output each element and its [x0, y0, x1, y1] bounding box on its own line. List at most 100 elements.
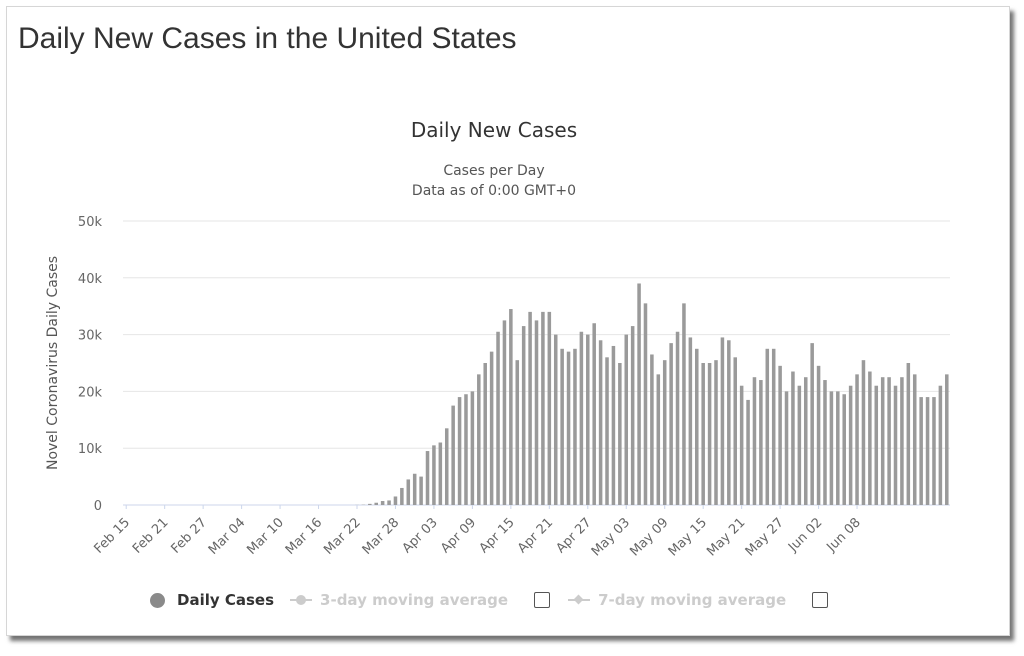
- bar-daily-cases: [714, 360, 718, 505]
- bar-daily-cases: [925, 397, 930, 505]
- bar-daily-cases: [483, 363, 487, 505]
- bar-daily-cases: [528, 311, 532, 505]
- x-tick-label: May 09: [627, 515, 671, 559]
- bar-daily-cases: [669, 343, 673, 505]
- bar-daily-cases: [592, 323, 596, 505]
- x-tick-label: May 15: [666, 515, 710, 559]
- bar-daily-cases: [444, 428, 449, 505]
- bar-daily-cases: [906, 363, 911, 505]
- bar-daily-cases: [893, 385, 898, 505]
- bar-daily-cases: [848, 385, 853, 505]
- bar-daily-cases: [662, 360, 667, 505]
- bar-daily-cases: [945, 374, 949, 505]
- bar-daily-cases: [496, 331, 500, 505]
- bar-daily-cases: [605, 357, 609, 505]
- legend-item-3day-average[interactable]: 3-day moving average: [290, 591, 508, 609]
- checkbox-7day-average[interactable]: [812, 592, 829, 608]
- bar-daily-cases: [887, 377, 891, 505]
- bar-daily-cases: [720, 337, 725, 505]
- bar-daily-cases: [752, 377, 757, 505]
- chart-subtitle-line: Cases per Day: [443, 163, 544, 179]
- line-circle-icon: [290, 594, 313, 606]
- bar-daily-cases: [380, 501, 385, 505]
- bar-daily-cases: [560, 348, 564, 505]
- bar-daily-cases: [477, 374, 481, 505]
- legend-label-3day-average: 3-day moving average: [320, 591, 509, 609]
- bar-daily-cases: [900, 377, 904, 505]
- bar-daily-cases: [759, 380, 763, 505]
- bar-daily-cases: [566, 351, 571, 505]
- bar-daily-cases: [938, 385, 943, 505]
- bar-daily-cases: [637, 283, 641, 505]
- bar-daily-cases: [393, 496, 398, 505]
- x-tick-label: Mar 28: [360, 515, 403, 558]
- bar-daily-cases: [586, 334, 590, 505]
- bar-daily-cases: [579, 331, 584, 505]
- bar-daily-cases: [778, 365, 782, 505]
- bar-daily-cases: [624, 334, 629, 505]
- bar-daily-cases: [797, 385, 802, 505]
- bar-daily-cases: [836, 391, 840, 505]
- bar-daily-cases: [868, 371, 872, 505]
- bar-daily-cases: [553, 334, 558, 505]
- page-title: Daily New Cases in the United States: [18, 22, 517, 55]
- bar-daily-cases: [515, 360, 520, 505]
- legend-label-daily-cases: Daily Cases: [177, 591, 275, 609]
- x-tick-label: Apr 27: [553, 515, 594, 556]
- bar-daily-cases: [842, 394, 846, 505]
- bar-daily-cases: [855, 374, 859, 505]
- bar-daily-cases: [784, 391, 789, 505]
- bar-daily-cases: [464, 394, 468, 505]
- bar-daily-cases: [374, 502, 378, 505]
- bar-daily-cases: [425, 451, 430, 505]
- legend-item-7day-average[interactable]: 7-day moving average: [568, 591, 786, 609]
- bar-daily-cases: [791, 371, 795, 505]
- bar-daily-cases: [739, 385, 744, 505]
- bar-daily-cases: [368, 503, 372, 505]
- bar-daily-cases: [932, 397, 936, 505]
- bar-daily-cases: [816, 365, 821, 505]
- bar-daily-cases: [419, 476, 423, 505]
- legend-item-daily-cases[interactable]: Daily Cases: [150, 591, 274, 609]
- y-tick-label: 30k: [78, 329, 103, 344]
- y-tick-label: 40k: [78, 272, 103, 287]
- y-tick-label: 10k: [78, 442, 103, 457]
- bar-daily-cases: [630, 326, 635, 505]
- bar-daily-cases: [598, 340, 603, 505]
- x-tick-label: Feb 27: [168, 515, 210, 557]
- bar-daily-cases: [438, 442, 443, 505]
- bar-daily-cases: [611, 345, 616, 505]
- bar-daily-cases: [387, 500, 391, 505]
- x-tick-label: May 27: [743, 515, 787, 559]
- bar-daily-cases: [682, 303, 686, 505]
- bar-daily-cases: [541, 311, 545, 505]
- bar-daily-cases: [880, 377, 885, 505]
- bar-daily-cases: [675, 331, 680, 505]
- x-tick-label: Apr 09: [438, 515, 479, 556]
- bar-daily-cases: [451, 405, 455, 505]
- bar-daily-cases: [470, 391, 475, 505]
- chart-subtitle-line: Data as of 0:00 GMT+0: [412, 183, 576, 199]
- bar-daily-cases: [400, 487, 404, 505]
- bar-daily-cases: [618, 363, 622, 505]
- bar-daily-cases: [919, 397, 923, 505]
- bar-daily-cases: [643, 303, 648, 505]
- bar-daily-cases: [912, 374, 917, 505]
- checkbox-3day-average[interactable]: [534, 592, 551, 608]
- y-tick-label: 0: [94, 499, 102, 514]
- bar-daily-cases: [656, 374, 661, 505]
- bar-daily-cases: [502, 320, 507, 505]
- legend-label-7day-average: 7-day moving average: [598, 591, 787, 609]
- y-tick-label: 50k: [78, 215, 103, 230]
- bar-daily-cases: [534, 320, 539, 505]
- bar-daily-cases: [432, 445, 436, 505]
- x-tick-label: May 03: [589, 515, 633, 559]
- bar-daily-cases: [573, 348, 577, 505]
- bar-daily-cases: [765, 348, 770, 505]
- x-tick-label: Mar 22: [321, 515, 364, 558]
- x-tick-label: Mar 04: [206, 515, 249, 558]
- bar-daily-cases: [412, 473, 417, 505]
- bar-daily-cases: [695, 348, 699, 505]
- chart-title: Daily New Cases: [411, 118, 577, 142]
- bar-daily-cases: [810, 343, 814, 505]
